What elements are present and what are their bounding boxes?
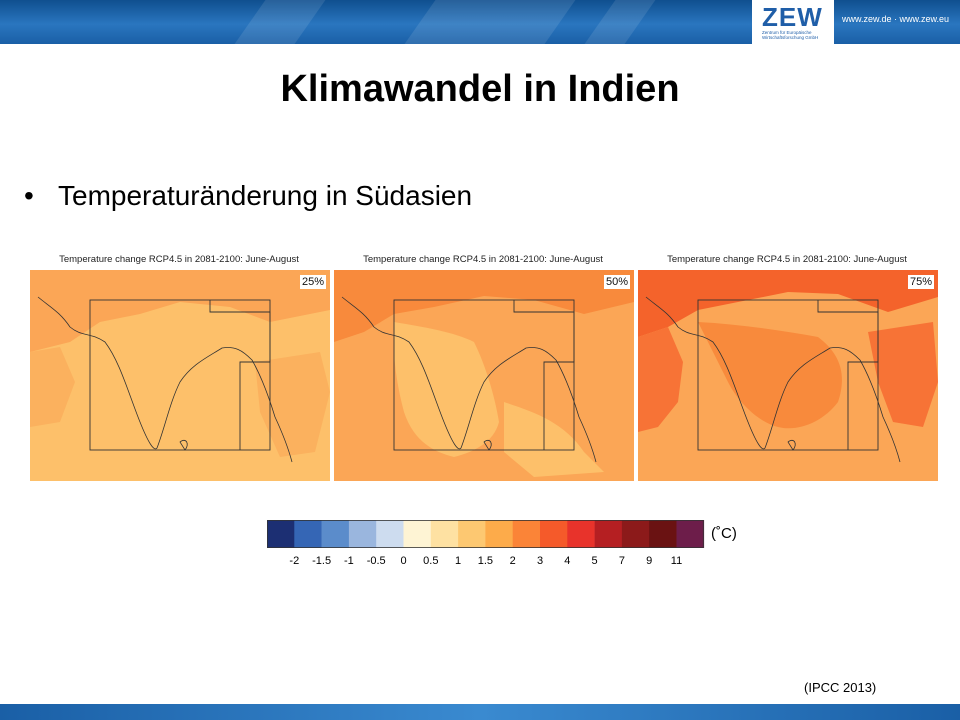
colorbar-swatch: [540, 520, 568, 548]
colorbar-swatch: [267, 520, 295, 548]
zew-logo: ZEW Zentrum für Europäische Wirtschaftsf…: [752, 0, 834, 44]
colorbar-tick-label: 5: [591, 555, 598, 567]
percentile-label: 50%: [603, 275, 630, 289]
map-75-image: [638, 252, 938, 481]
colorbar-tick-label: 0.5: [423, 555, 439, 567]
colorbar-tick-label: -1.5: [312, 555, 332, 567]
map-panel-25: Temperature change RCP4.5 in 2081-2100: …: [30, 252, 330, 481]
map-25-image: [30, 252, 330, 481]
colorbar-tick-label: 0: [400, 555, 407, 567]
footer-band: [0, 704, 960, 720]
colorbar-swatch: [376, 520, 404, 548]
bullet-icon: •: [24, 180, 34, 211]
map-panel-75: Temperature change RCP4.5 in 2081-2100: …: [638, 252, 938, 481]
colorbar-tick-label: 4: [564, 555, 571, 567]
logo-subtitle: Zentrum für Europäische Wirtschaftsforsc…: [762, 30, 819, 40]
logo-text: ZEW: [762, 2, 823, 32]
colorbar-unit: (˚C): [711, 525, 737, 542]
slide-title: Klimawandel in Indien: [280, 68, 680, 110]
colorbar-swatch: [348, 520, 377, 548]
colorbar-swatch: [649, 520, 677, 548]
colorbar-swatch: [594, 520, 623, 548]
website-url: www.zew.de · www.zew.eu: [842, 14, 950, 24]
colorbar-ticks: -2 -1.5 -1 -0.5 0 0.5 1 1.5 2 3 4 5 7 9 11: [267, 555, 687, 571]
colorbar-tick-label: 7: [618, 555, 625, 567]
colorbar-tick-label: 1.5: [477, 555, 494, 567]
colorbar-swatch: [512, 520, 541, 548]
colorbar-swatch: [403, 520, 432, 548]
colorbar-swatch: [567, 520, 595, 548]
colorbar-swatch: [294, 520, 322, 548]
colorbar-border: [267, 520, 704, 548]
colorbar-swatch: [676, 520, 705, 548]
colorbar-swatch: [321, 520, 350, 548]
map-title: Temperature change RCP4.5 in 2081-2100: …: [363, 254, 603, 265]
colorbar-tick-label: -0.5: [366, 555, 386, 567]
map-panel-50: Temperature change RCP4.5 in 2081-2100: …: [334, 252, 634, 481]
colorbar-tick-label: -2: [289, 555, 300, 567]
colorbar-tick-label: 1: [455, 555, 462, 567]
colorbar-tick-label: 9: [646, 555, 653, 567]
colorbar-swatch: [430, 520, 459, 548]
percentile-label: 75%: [907, 275, 934, 289]
bullet-text: Temperaturänderung in Südasien: [58, 180, 473, 211]
colorbar-tick-label: 2: [509, 555, 516, 567]
map-50-image: [334, 252, 634, 481]
percentile-label: 25%: [299, 275, 326, 289]
bullet-item: • Temperaturänderung in Südasien: [24, 180, 472, 212]
colorbar-tick-label: 11: [670, 555, 683, 567]
map-title: Temperature change RCP4.5 in 2081-2100: …: [59, 254, 299, 265]
colorbar-tick-label: -1: [344, 555, 354, 567]
header-band: ZEW Zentrum für Europäische Wirtschaftsf…: [0, 0, 960, 44]
colorbar-swatch: [458, 520, 486, 548]
colorbar-swatch: [621, 520, 650, 548]
colorbar: [267, 520, 705, 548]
colorbar-swatch: [485, 520, 513, 548]
colorbar-tick-label: 3: [536, 555, 544, 567]
source-citation: (IPCC 2013): [804, 680, 877, 695]
map-title: Temperature change RCP4.5 in 2081-2100: …: [667, 254, 907, 265]
